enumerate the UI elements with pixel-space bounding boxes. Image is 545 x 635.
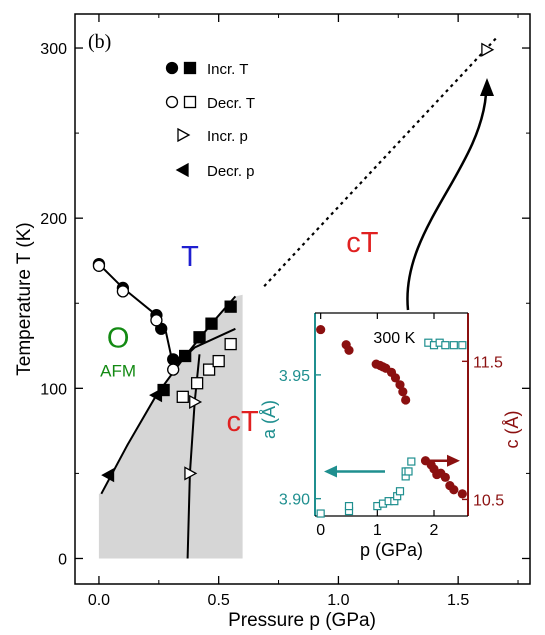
inset-x-tick-label: 2 xyxy=(430,522,439,539)
data-point-square-filled xyxy=(193,331,206,344)
panel-label: (b) xyxy=(88,31,111,53)
inset-a-point xyxy=(404,467,413,476)
shaded-region xyxy=(98,294,243,559)
data-point-triangle-right-open xyxy=(184,466,198,481)
y-axis-label: Temperature T (K) xyxy=(14,222,35,375)
data-point-triangle-right-open xyxy=(481,42,495,57)
phase-label: AFM xyxy=(100,361,136,380)
x-tick-label: 0.5 xyxy=(208,592,230,609)
y-tick-label: 100 xyxy=(40,381,67,398)
phase-label: cT xyxy=(227,406,260,438)
data-point-triangle-left-filled xyxy=(101,468,115,483)
inset-x-tick-label: 1 xyxy=(373,522,382,539)
legend-marker xyxy=(183,95,197,109)
inset-a-point xyxy=(449,341,458,350)
phase-label: O xyxy=(107,322,130,354)
legend-label: Incr. T xyxy=(207,61,248,78)
data-point-square-open xyxy=(202,363,216,376)
legend-marker xyxy=(165,61,179,75)
inset-right-axis-label: c (Å) xyxy=(502,411,522,449)
x-tick-label: 1.5 xyxy=(447,592,469,609)
legend-marker xyxy=(183,61,197,75)
phase-label: cT xyxy=(346,227,379,259)
data-point-circle-open xyxy=(167,363,180,376)
x-axis-label: Pressure p (GPa) xyxy=(228,610,376,631)
data-point-circle-open xyxy=(92,259,106,272)
inset-left-axis-label: a (Å) xyxy=(259,400,279,439)
inset-x-axis-label: p (GPa) xyxy=(360,540,423,560)
main-plot-frame xyxy=(74,13,531,585)
data-point-circle-open xyxy=(116,285,130,298)
inset-a-point xyxy=(395,487,405,496)
inset-title: 300 K xyxy=(373,330,415,347)
data-point-circle-open xyxy=(150,314,163,327)
data-point-square-filled xyxy=(224,300,237,313)
inset-c-point xyxy=(395,380,405,390)
phase-label: T xyxy=(181,241,199,273)
inset-right-tick-label: 10.5 xyxy=(473,492,504,509)
data-point-triangle-right-open xyxy=(189,394,203,410)
inset-a-point xyxy=(344,501,354,511)
legend-label: Incr. p xyxy=(207,128,248,145)
legend-marker xyxy=(177,127,191,143)
inset-c-point xyxy=(457,489,467,499)
x-tick-label: 0.0 xyxy=(88,592,110,609)
data-point-square-open xyxy=(212,354,225,368)
inset-left-tick-label: 3.90 xyxy=(279,492,310,509)
dotted-extrapolation-line xyxy=(263,37,498,287)
data-point-square-open xyxy=(224,337,237,351)
data-point-circle-filled xyxy=(167,353,180,366)
inset-x-tick-label: 0 xyxy=(316,522,325,539)
data-point-square-open xyxy=(176,390,189,403)
legend-label: Decr. T xyxy=(207,95,255,112)
inset-a-point xyxy=(458,341,467,350)
inset-left-tick-label: 3.95 xyxy=(279,368,310,385)
callout-arrow xyxy=(406,93,488,311)
inset-c-point xyxy=(401,395,411,405)
y-tick-label: 0 xyxy=(58,551,67,568)
inset-right-tick-label: 11.5 xyxy=(473,354,503,371)
inset-c-point xyxy=(316,324,326,335)
inset-c-point xyxy=(440,472,450,482)
inset-c-point xyxy=(449,485,459,495)
inset-a-point xyxy=(407,457,416,466)
inset-right-arrow-head xyxy=(447,454,460,467)
x-tick-label: 1.0 xyxy=(327,592,349,609)
y-tick-label: 200 xyxy=(40,211,67,228)
data-point-triangle-left-filled xyxy=(149,388,163,403)
data-point-square-filled xyxy=(205,317,218,330)
data-point-square-filled xyxy=(179,349,192,363)
inset-c-point xyxy=(344,345,354,355)
inset-left-arrow-head xyxy=(324,465,337,478)
inset-c-point xyxy=(398,387,408,397)
callout-arrow-head xyxy=(480,78,494,96)
legend-label: Decr. p xyxy=(207,163,255,180)
y-tick-label: 300 xyxy=(40,41,67,58)
phase-boundary-line xyxy=(170,327,236,371)
inset-a-point xyxy=(316,509,325,518)
data-point-square-open xyxy=(190,377,204,390)
legend-marker xyxy=(175,162,189,178)
inset-c-point xyxy=(390,373,401,383)
inset-a-point xyxy=(441,341,450,350)
data-point-square-filled xyxy=(157,383,170,397)
legend-marker xyxy=(165,95,179,109)
